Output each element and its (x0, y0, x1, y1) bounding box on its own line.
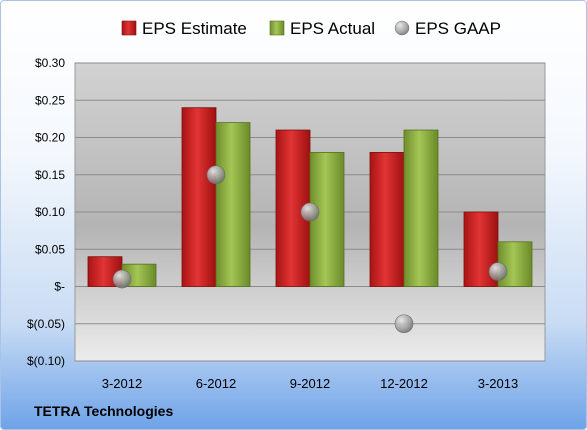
bar-actual (309, 151, 345, 287)
y-tick-label: $(0.10) (27, 354, 65, 368)
legend: EPS Estimate EPS Actual EPS GAAP (121, 19, 501, 38)
gaap-marker (394, 314, 414, 334)
legend-swatch (269, 20, 285, 36)
gaap-marker (112, 269, 132, 289)
legend-label: EPS Actual (290, 19, 375, 38)
y-tick-label: $0.05 (35, 242, 65, 256)
y-tick-label: $0.10 (35, 205, 65, 219)
gaap-markers (112, 165, 508, 334)
gaap-marker (300, 202, 320, 222)
y-tick-label: $0.15 (35, 168, 65, 182)
gaap-marker (206, 165, 226, 185)
y-tick-label: $0.25 (35, 93, 65, 107)
gaap-marker (488, 262, 508, 281)
bar-estimate (181, 107, 217, 287)
x-tick-label: 3-2012 (102, 376, 142, 391)
x-axis-ticks: 3-2012 6-2012 9-2012 12-2012 3-2013 (102, 376, 518, 391)
bar-actual (497, 241, 533, 287)
y-axis-ticks: $0.30 $0.25 $0.20 $0.15 $0.10 $0.05 $- $(0.05) $… (27, 56, 65, 368)
legend-label: EPS Estimate (142, 19, 247, 38)
legend-label: EPS GAAP (415, 19, 501, 38)
bar-actual (215, 122, 251, 287)
x-tick-label: 9-2012 (290, 376, 330, 391)
x-tick-label: 12-2012 (380, 376, 428, 391)
x-tick-label: 6-2012 (196, 376, 236, 391)
x-tick-label: 3-2013 (478, 376, 518, 391)
legend-swatch (121, 20, 137, 36)
y-tick-label: $0.30 (35, 56, 65, 70)
company-name: TETRA Technologies (34, 403, 174, 419)
y-tick-label: $0.20 (35, 131, 65, 145)
y-tick-label: $- (54, 280, 65, 294)
y-tick-label: $(0.05) (27, 317, 65, 331)
bar-actual (403, 129, 439, 287)
bar-estimate (369, 151, 405, 287)
legend-swatch (394, 20, 410, 36)
